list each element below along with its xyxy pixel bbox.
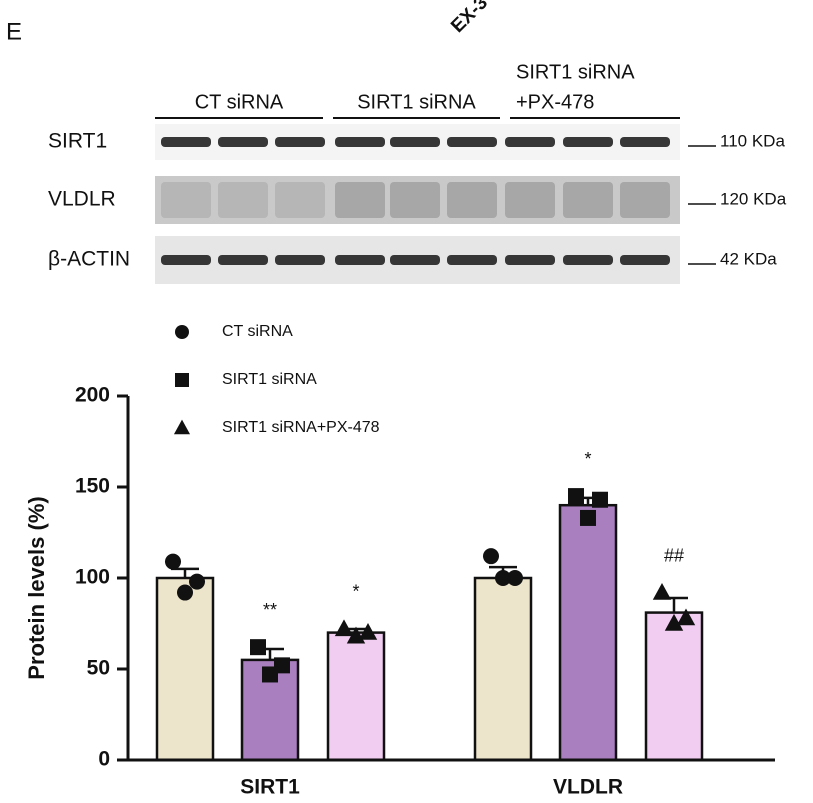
point (483, 548, 499, 565)
x-tick-label: SIRT1 (240, 776, 300, 799)
group-label: CT siRNA (195, 91, 284, 113)
band (505, 182, 555, 218)
y-tick-label: 150 (75, 475, 110, 498)
significance: ** (263, 600, 277, 620)
group-label: SIRT1 siRNA (357, 91, 476, 113)
point (358, 623, 378, 640)
point (177, 584, 193, 601)
legend-label: CT siRNA (222, 323, 293, 340)
bar (558, 503, 618, 762)
band (161, 182, 211, 218)
point (495, 570, 511, 586)
y-tick-label: 100 (75, 566, 110, 589)
legend-marker (175, 325, 189, 339)
legend-marker (175, 373, 189, 387)
point (568, 488, 584, 505)
band (335, 182, 385, 218)
point (262, 666, 278, 683)
band (620, 182, 670, 218)
point (580, 509, 596, 526)
band (390, 137, 440, 147)
band (563, 137, 613, 147)
x-tick-label: VLDLR (553, 776, 623, 799)
point (189, 573, 205, 590)
size-label: 110 KDa (720, 131, 785, 150)
legend-label: SIRT1 siRNA (222, 371, 317, 388)
significance: ## (664, 545, 684, 565)
row-label: VLDLR (48, 188, 116, 211)
band (620, 255, 670, 265)
size-label: 42 KDa (720, 249, 777, 268)
band (161, 137, 211, 147)
band (390, 182, 440, 218)
point (676, 608, 696, 626)
y-tick-label: 50 (87, 657, 110, 680)
band (275, 137, 325, 147)
band (505, 137, 555, 147)
band (447, 137, 497, 147)
significance: * (584, 449, 591, 469)
bar (644, 611, 704, 762)
y-axis-label: Protein levels (%) (24, 496, 49, 679)
significance: * (352, 582, 359, 602)
size-label: 120 KDa (720, 189, 787, 208)
band (447, 255, 497, 265)
bar (155, 576, 215, 762)
band (335, 137, 385, 147)
band (218, 255, 268, 265)
point (592, 491, 608, 508)
y-tick-label: 200 (75, 384, 110, 407)
band (390, 255, 440, 265)
legend-marker (173, 419, 191, 435)
band (563, 182, 613, 218)
group-label: SIRT1 siRNA (516, 61, 635, 83)
band (218, 182, 268, 218)
blot-header: EX-3 (447, 0, 492, 37)
band (447, 182, 497, 218)
band (218, 137, 268, 147)
bar (326, 631, 386, 762)
legend-label: SIRT1 siRNA+PX-478 (222, 419, 380, 436)
point (165, 553, 181, 570)
point (652, 582, 672, 600)
group-label: +PX-478 (516, 91, 594, 113)
band (563, 255, 613, 265)
point (664, 613, 684, 631)
band (505, 255, 555, 265)
bar (473, 576, 533, 762)
row-label: β-ACTIN (48, 248, 130, 271)
point (507, 570, 523, 586)
band (275, 182, 325, 218)
y-tick-label: 0 (98, 748, 110, 771)
band (335, 255, 385, 265)
band (275, 255, 325, 265)
point (334, 619, 354, 637)
band (620, 137, 670, 147)
band (161, 255, 211, 265)
point (250, 639, 266, 656)
row-label: SIRT1 (48, 130, 107, 153)
panel-label: E (6, 18, 22, 45)
point (346, 626, 366, 644)
